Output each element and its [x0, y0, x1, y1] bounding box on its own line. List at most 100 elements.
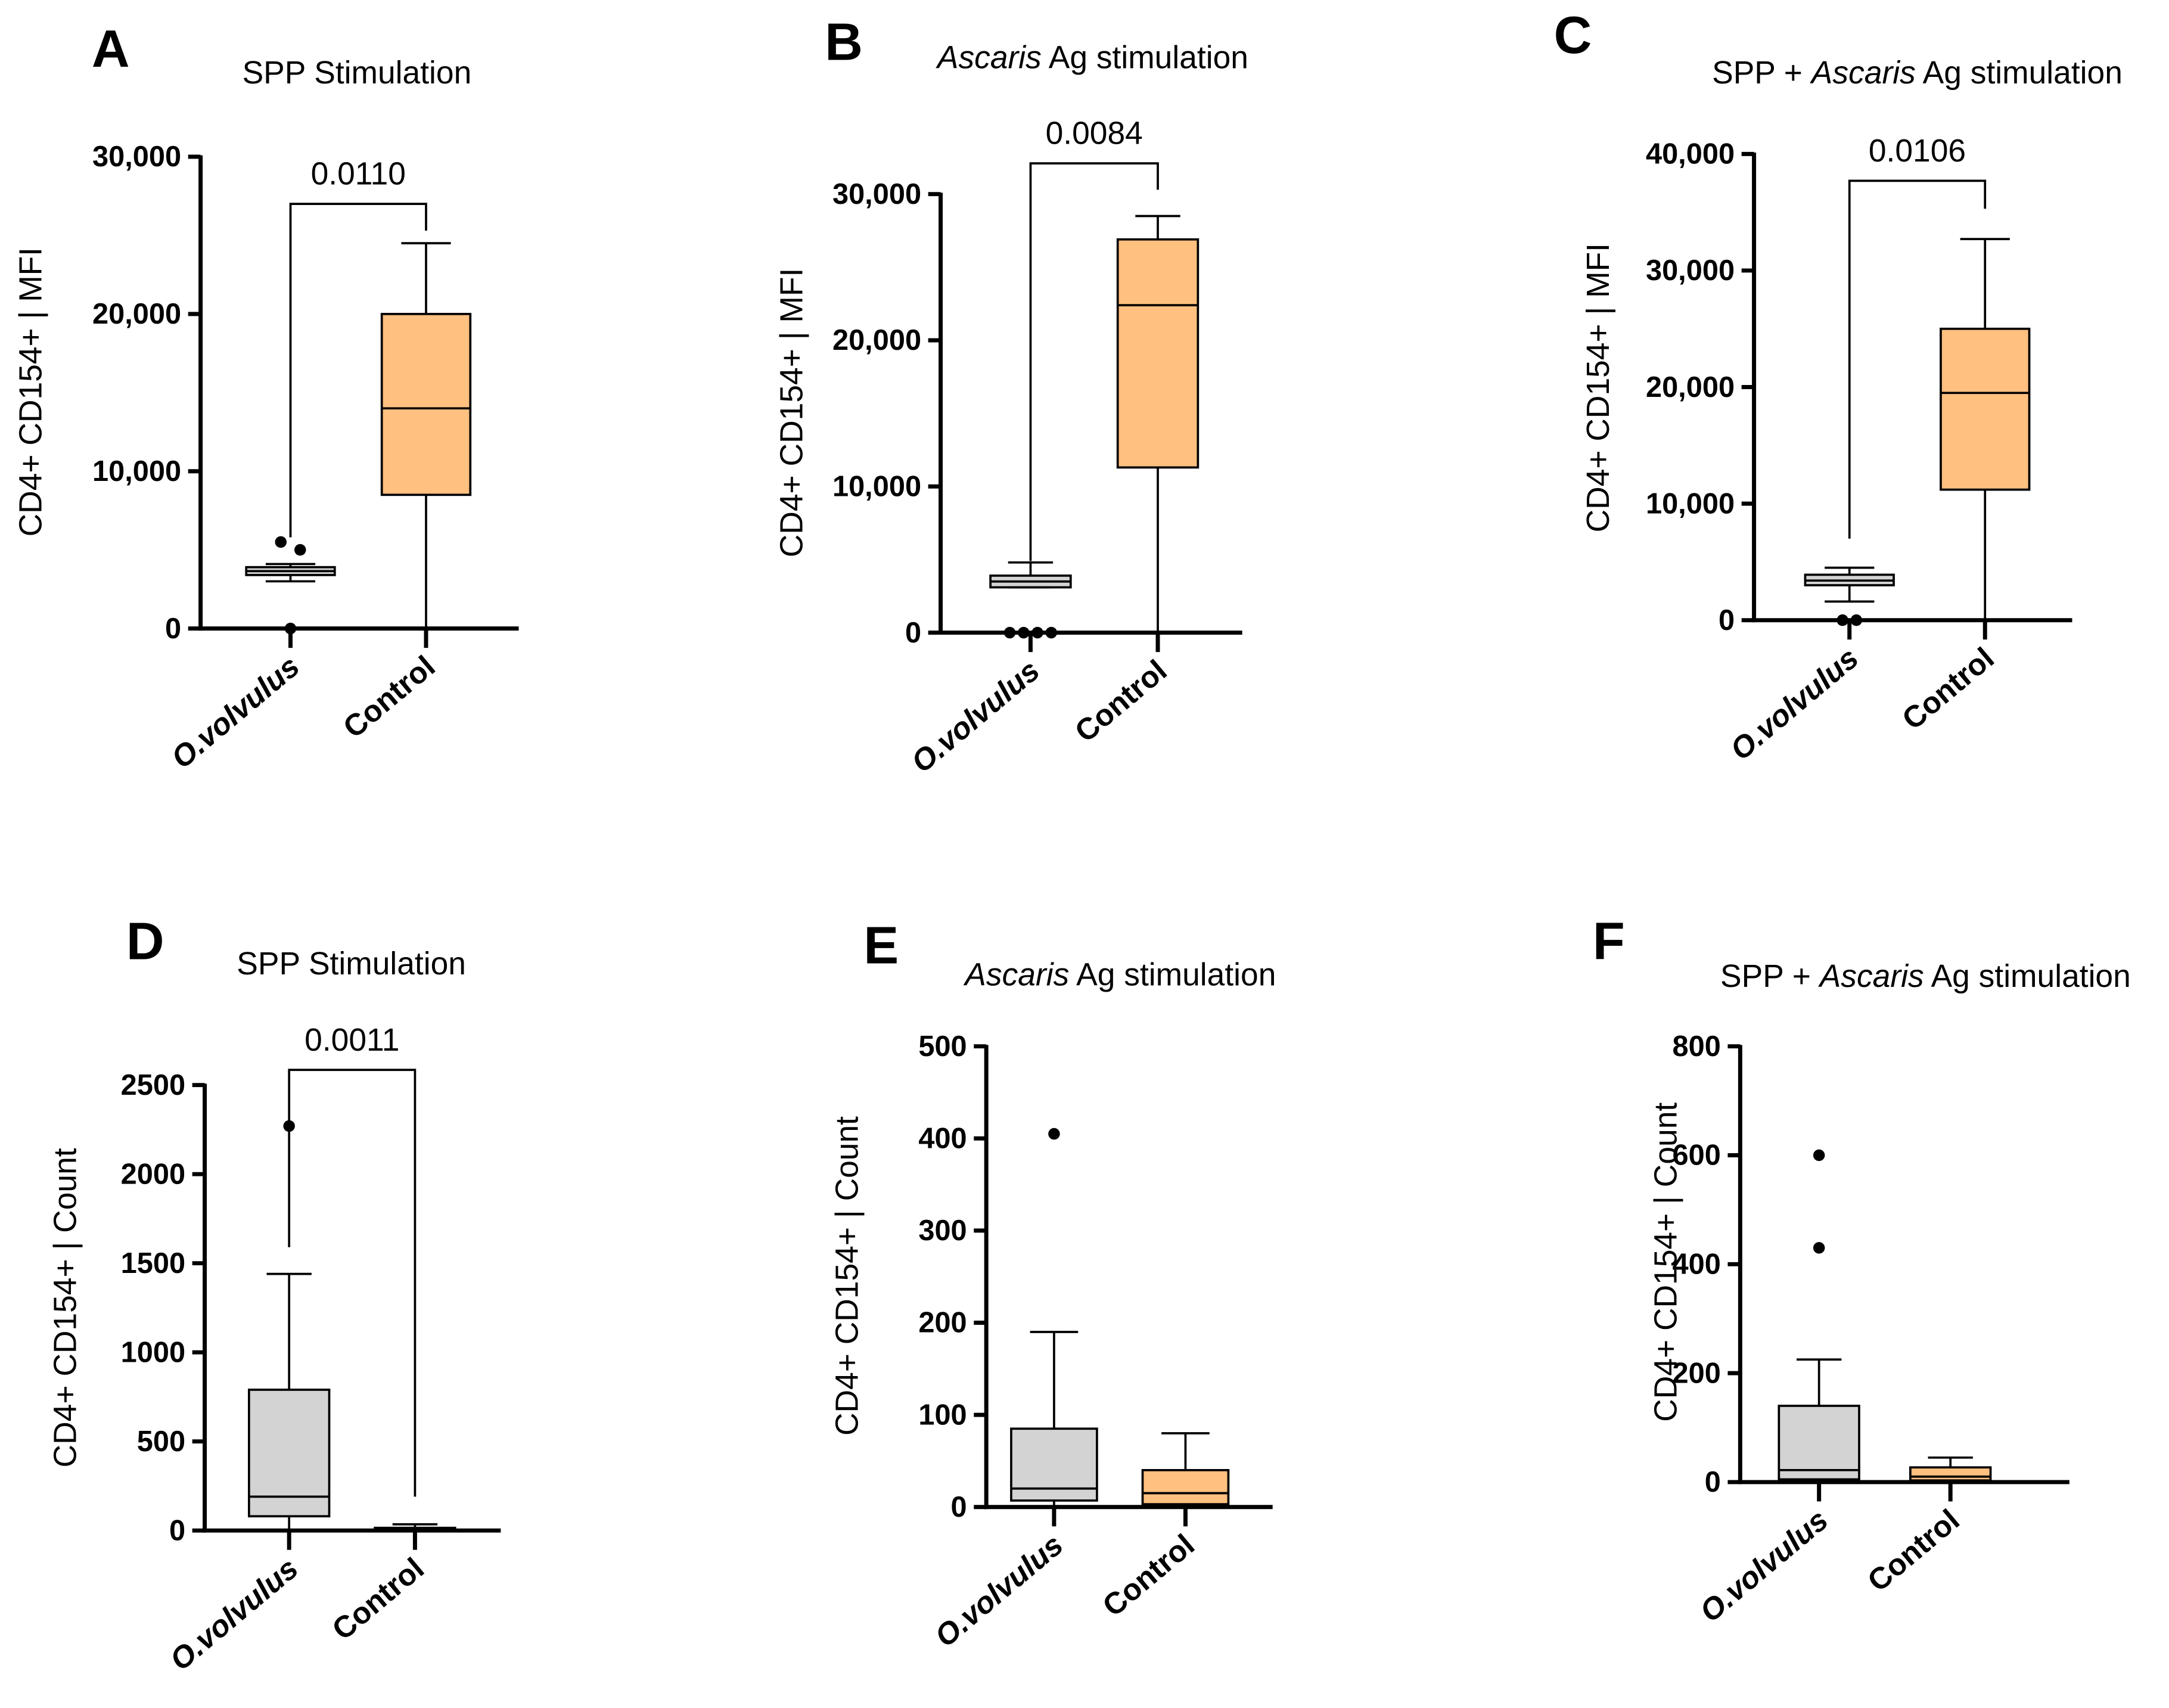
panel-b: B Ascaris Ag stimulation CD4+ CD154+ | MFI…	[774, 12, 1248, 779]
panel-letter: C	[1554, 5, 1592, 64]
box-control	[1116, 215, 1200, 633]
y-axis-label: CD4+ CD154+ | MFI	[1581, 243, 1616, 533]
outlier-point	[1836, 614, 1848, 626]
panel-a: A SPP Stimulation CD4+ CD154+ | MFI 0 10,000…	[14, 19, 519, 775]
box-control	[1141, 1432, 1230, 1507]
x-category-label: O.volvulus	[163, 1551, 304, 1677]
x-category-label: Control	[1895, 641, 2000, 736]
significance-bracket	[288, 1069, 417, 1497]
title-italic: Ascaris	[936, 40, 1042, 75]
y-tick-label: 2000	[121, 1158, 185, 1190]
box-iqr	[1940, 327, 2031, 491]
panel-c: C SPP + Ascaris Ag stimulation CD4+ CD154+…	[1554, 5, 2123, 767]
outlier-point	[1018, 626, 1030, 639]
x-category-label: O.volvulus	[905, 653, 1046, 779]
y-tick-label: 20,000	[832, 324, 921, 356]
p-value-label: 0.0106	[1869, 133, 1966, 169]
chart-title: SPP + Ascaris Ag stimulation	[1720, 959, 2131, 994]
box-control	[1940, 238, 2031, 620]
y-tick-label: 10,000	[92, 455, 181, 487]
y-tick-label: 200	[918, 1307, 967, 1339]
title-prefix: SPP Stimulation	[243, 55, 472, 91]
box-ovolvulus	[1804, 566, 1895, 626]
box-ovolvulus	[1010, 1128, 1098, 1507]
chart-title: Ascaris Ag stimulation	[936, 40, 1248, 75]
box-iqr	[1116, 238, 1200, 469]
significance-bracket	[1029, 162, 1159, 561]
outlier-point	[1045, 626, 1058, 639]
outlier-point	[1813, 1242, 1825, 1254]
box-ovolvulus	[1778, 1149, 1860, 1482]
box-ovolvulus	[248, 1120, 331, 1531]
box-iqr	[248, 1389, 331, 1518]
y-axis-label: CD4+ CD154+ | MFI	[774, 268, 809, 558]
box-control	[1909, 1456, 1992, 1482]
significance-bracket	[1848, 179, 1987, 539]
outlier-point	[294, 544, 306, 556]
title-prefix: SPP +	[1720, 959, 1820, 994]
x-category-label: Control	[325, 1551, 430, 1647]
panel-letter: D	[126, 911, 164, 970]
y-tick-label: 400	[1673, 1249, 1721, 1281]
y-tick-label: 10,000	[1646, 487, 1735, 520]
chart-title: Ascaris Ag stimulation	[963, 958, 1276, 993]
y-tick-label: 500	[137, 1426, 185, 1458]
x-category-label: O.volvulus	[165, 649, 306, 775]
y-tick-label: 500	[918, 1030, 967, 1063]
outlier-point	[1003, 626, 1016, 639]
p-value-label: 0.0110	[311, 157, 406, 192]
y-tick-label: 400	[918, 1123, 967, 1155]
box-ovolvulus	[245, 536, 336, 635]
panel-letter: B	[825, 12, 863, 71]
y-tick-label: 800	[1673, 1030, 1721, 1063]
y-tick-label: 20,000	[92, 298, 181, 330]
x-category-label: Control	[1861, 1502, 1966, 1598]
title-italic: Ascaris	[1810, 55, 1916, 91]
title-prefix: SPP +	[1712, 55, 1811, 91]
y-tick-label: 100	[918, 1399, 967, 1431]
y-tick-label: 30,000	[832, 178, 921, 210]
y-tick-label: 30,000	[92, 141, 181, 173]
y-tick-label: 200	[1673, 1357, 1721, 1389]
box-iqr	[1909, 1466, 1992, 1482]
y-axis-label: CD4+ CD154+ | MFI	[14, 247, 49, 537]
y-axis-label: CD4+ CD154+ | Count	[48, 1148, 83, 1467]
chart-title: SPP Stimulation	[237, 946, 466, 982]
y-tick-label: 30,000	[1646, 254, 1735, 287]
outlier-point	[1850, 614, 1863, 626]
y-tick-label: 0	[165, 613, 181, 645]
y-tick-label: 0	[169, 1514, 185, 1546]
box-iqr	[1778, 1405, 1860, 1481]
chart-title: SPP Stimulation	[243, 55, 472, 91]
title-suffix: Ag stimulation	[1042, 40, 1248, 75]
y-tick-label: 0	[905, 617, 921, 649]
y-tick-label: 0	[1719, 604, 1735, 636]
outlier-point	[1048, 1128, 1060, 1140]
panel-f: F SPP + Ascaris Ag stimulation CD4+ CD154+…	[1593, 911, 2131, 1628]
title-suffix: Ag stimulation	[1924, 959, 2131, 994]
box-control	[374, 1523, 456, 1532]
x-category-label: O.volvulus	[1693, 1502, 1835, 1628]
title-suffix: Ag stimulation	[1069, 958, 1276, 993]
panel-letter: F	[1593, 911, 1625, 970]
y-tick-label: 20,000	[1646, 371, 1735, 403]
y-tick-label: 40,000	[1646, 138, 1735, 170]
x-category-label: O.volvulus	[1724, 641, 1865, 766]
panel-letter: A	[92, 19, 130, 78]
box-control	[380, 242, 472, 629]
y-tick-label: 0	[1705, 1466, 1721, 1498]
y-axis-label: CD4+ CD154+ | Count	[1649, 1103, 1684, 1422]
box-iqr	[380, 313, 472, 496]
outlier-point	[1031, 626, 1043, 639]
y-tick-label: 10,000	[832, 471, 921, 503]
box-ovolvulus	[989, 561, 1072, 639]
outlier-point	[1813, 1149, 1825, 1162]
y-tick-label: 1000	[121, 1336, 185, 1368]
y-tick-label: 0	[951, 1491, 967, 1523]
box-iqr	[1010, 1427, 1098, 1502]
panel-e: E Ascaris Ag stimulation CD4+ CD154+ | Cou…	[829, 915, 1276, 1653]
title-italic: Ascaris	[1818, 959, 1924, 994]
title-italic: Ascaris	[963, 958, 1069, 993]
y-tick-label: 1500	[121, 1247, 185, 1280]
